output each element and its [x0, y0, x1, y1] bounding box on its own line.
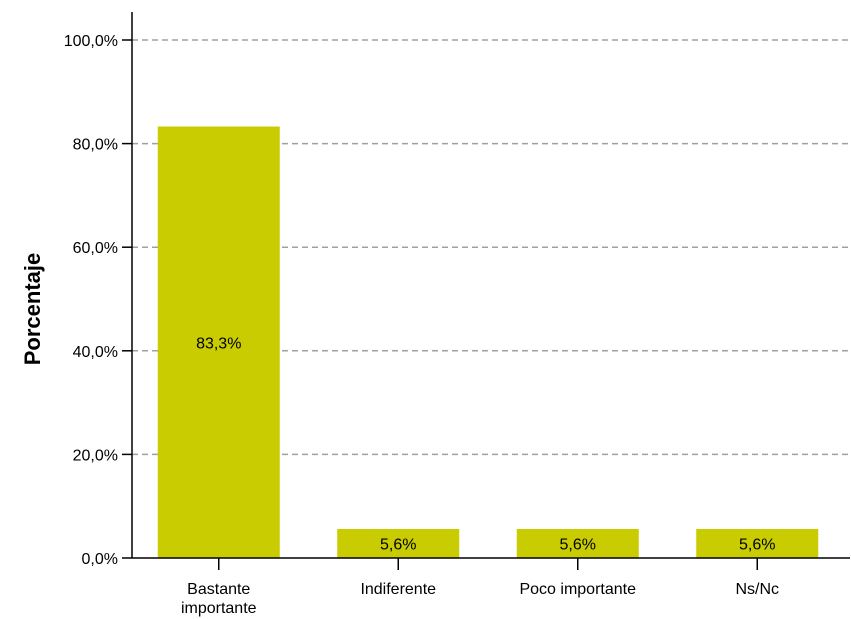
x-tick-label: Poco importante [519, 581, 636, 598]
bar [696, 528, 819, 558]
bar-value-label: 5,6% [560, 536, 596, 553]
bar [157, 126, 280, 559]
bar [516, 528, 639, 558]
y-axis-title: Porcentaje [20, 253, 45, 366]
y-tick-label: 60,0% [73, 240, 118, 257]
bar-value-label: 5,6% [380, 536, 416, 553]
y-tick-label: 40,0% [73, 344, 118, 361]
bar [337, 528, 460, 558]
x-tick-label: Bastante [187, 581, 250, 598]
y-tick-label: 0,0% [82, 551, 118, 568]
bar-value-label: 83,3% [196, 335, 241, 352]
x-tick-label: Ns/Nc [735, 581, 779, 598]
y-tick-label: 20,0% [73, 447, 118, 464]
bars: 83,3% 5,6% 5,6% 5,6% [157, 126, 819, 559]
axes: 0,0% 20,0% 40,0% 60,0% 80,0% 100,0% Bastante im… [64, 12, 850, 617]
y-tick-label: 80,0% [73, 137, 118, 154]
x-tick-label: importante [181, 600, 257, 617]
bar-value-label: 5,6% [739, 536, 775, 553]
x-tick-label: Indiferente [360, 581, 436, 598]
y-tick-label: 100,0% [64, 33, 118, 50]
